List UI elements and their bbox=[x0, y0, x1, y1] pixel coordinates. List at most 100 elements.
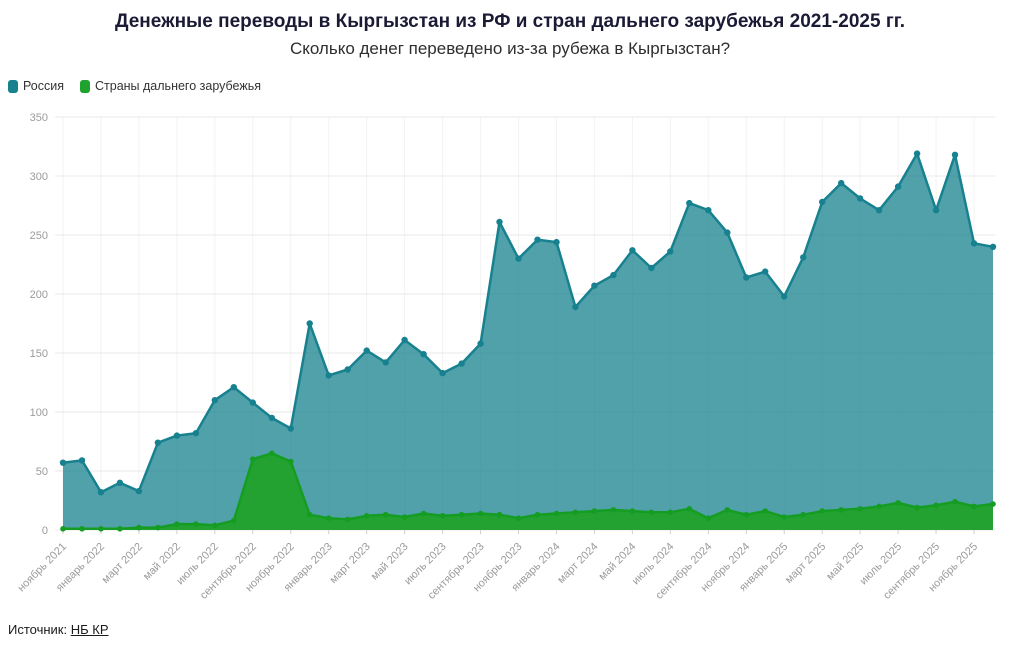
source-prefix: Источник: bbox=[8, 622, 71, 637]
series-russia-point bbox=[287, 425, 294, 432]
y-tick-label: 50 bbox=[36, 466, 48, 478]
series-russia-point bbox=[610, 271, 617, 279]
y-tick-label: 100 bbox=[30, 407, 48, 419]
series-russia-point bbox=[743, 274, 750, 281]
series-far-abroad-point bbox=[819, 508, 825, 514]
series-far-abroad-point bbox=[306, 511, 313, 518]
series-far-abroad-point bbox=[553, 510, 560, 517]
series-russia-point bbox=[363, 347, 370, 354]
series-russia-point bbox=[268, 414, 275, 422]
series-far-abroad-point bbox=[382, 511, 389, 518]
series-russia-point bbox=[705, 207, 712, 214]
series-far-abroad-point bbox=[458, 511, 465, 518]
series-russia-point bbox=[913, 150, 921, 157]
series-russia-point bbox=[591, 282, 598, 289]
source-note: Источник: НБ КР bbox=[8, 622, 109, 637]
series-russia-point bbox=[800, 254, 807, 261]
series-far-abroad-point bbox=[762, 508, 768, 514]
series-far-abroad-point bbox=[705, 515, 712, 521]
series-russia-point bbox=[420, 351, 427, 358]
series-russia-point bbox=[306, 320, 313, 327]
x-tick-label: март 2024 bbox=[555, 541, 600, 586]
legend-label-russia: Россия bbox=[23, 79, 64, 93]
series-russia-point bbox=[970, 240, 978, 247]
series-russia-point bbox=[515, 255, 522, 262]
series-russia-point bbox=[629, 247, 636, 254]
series-far-abroad-point bbox=[363, 513, 370, 519]
series-far-abroad-point bbox=[629, 508, 636, 514]
series-russia-point bbox=[116, 479, 124, 486]
series-far-abroad-point bbox=[895, 500, 901, 506]
series-russia-point bbox=[59, 459, 67, 466]
legend-label-far-abroad: Страны дальнего зарубежья bbox=[95, 79, 261, 93]
series-far-abroad-point bbox=[269, 450, 275, 457]
series-far-abroad-point bbox=[212, 522, 218, 529]
series-far-abroad-point bbox=[60, 526, 66, 532]
series-far-abroad-point bbox=[344, 516, 351, 523]
series-russia-point bbox=[78, 457, 86, 464]
series-far-abroad-point bbox=[250, 456, 256, 463]
series-russia-point bbox=[724, 229, 731, 236]
legend: Россия Страны дальнего зарубежья bbox=[8, 79, 261, 93]
series-russia-point bbox=[572, 303, 579, 311]
series-russia-point bbox=[249, 399, 256, 406]
series-far-abroad-point bbox=[857, 506, 863, 512]
series-russia-point bbox=[875, 207, 883, 214]
series-russia-point bbox=[838, 179, 845, 187]
series-far-abroad-point bbox=[686, 506, 693, 512]
x-tick-label: март 2022 bbox=[100, 541, 145, 586]
y-tick-label: 350 bbox=[30, 112, 48, 124]
series-far-abroad-point bbox=[534, 511, 541, 518]
series-far-abroad-point bbox=[231, 517, 237, 524]
x-tick-label: март 2025 bbox=[783, 541, 828, 586]
series-far-abroad-point bbox=[401, 514, 408, 520]
series-far-abroad-point bbox=[667, 509, 674, 516]
series-russia-point bbox=[932, 207, 940, 214]
series-far-abroad-point bbox=[933, 502, 939, 509]
x-tick-label: март 2023 bbox=[327, 541, 372, 586]
series-russia-point bbox=[192, 430, 200, 437]
series-russia-area bbox=[63, 153, 993, 530]
series-far-abroad-point bbox=[155, 524, 161, 531]
series-russia-point bbox=[534, 236, 541, 243]
series-far-abroad-point bbox=[117, 526, 123, 532]
series-far-abroad-point bbox=[990, 501, 996, 507]
legend-item-russia: Россия bbox=[8, 79, 64, 93]
legend-swatch-far-abroad-icon bbox=[80, 79, 90, 93]
series-russia-point bbox=[496, 218, 503, 226]
source-link[interactable]: НБ КР bbox=[70, 622, 109, 637]
series-russia-point bbox=[97, 489, 105, 496]
series-russia-point bbox=[344, 366, 351, 373]
y-tick-label: 250 bbox=[30, 230, 48, 242]
series-far-abroad-area bbox=[63, 453, 993, 530]
series-far-abroad-line bbox=[61, 452, 995, 531]
series-far-abroad-point bbox=[136, 524, 142, 531]
series-far-abroad-point bbox=[971, 503, 977, 510]
series-russia-point bbox=[781, 293, 788, 300]
series-russia-point bbox=[173, 432, 181, 439]
y-tick-label: 300 bbox=[30, 171, 48, 183]
series-far-abroad-point bbox=[496, 511, 503, 518]
series-far-abroad-point bbox=[781, 514, 787, 520]
series-far-abroad-point bbox=[193, 521, 199, 527]
series-russia-point bbox=[819, 198, 826, 206]
series-russia-point bbox=[458, 360, 465, 367]
series-russia-point bbox=[477, 340, 484, 347]
legend-swatch-russia-icon bbox=[8, 79, 18, 93]
series-far-abroad-point bbox=[325, 515, 332, 521]
series-far-abroad-point bbox=[288, 458, 294, 465]
series-far-abroad-point bbox=[174, 521, 180, 527]
legend-item-far-abroad: Страны дальнего зарубежья bbox=[80, 79, 261, 93]
series-russia-point bbox=[686, 199, 693, 207]
series-far-abroad-point bbox=[838, 507, 844, 513]
series-russia-point bbox=[667, 248, 674, 255]
series-russia-point bbox=[553, 238, 560, 246]
series-russia-point bbox=[648, 264, 655, 272]
series-russia-point bbox=[401, 336, 408, 344]
y-tick-label: 150 bbox=[30, 348, 48, 360]
series-russia-point bbox=[762, 268, 769, 275]
chart-subtitle: Сколько денег переведено из-за рубежа в … bbox=[289, 39, 731, 58]
series-russia-point bbox=[989, 243, 997, 250]
